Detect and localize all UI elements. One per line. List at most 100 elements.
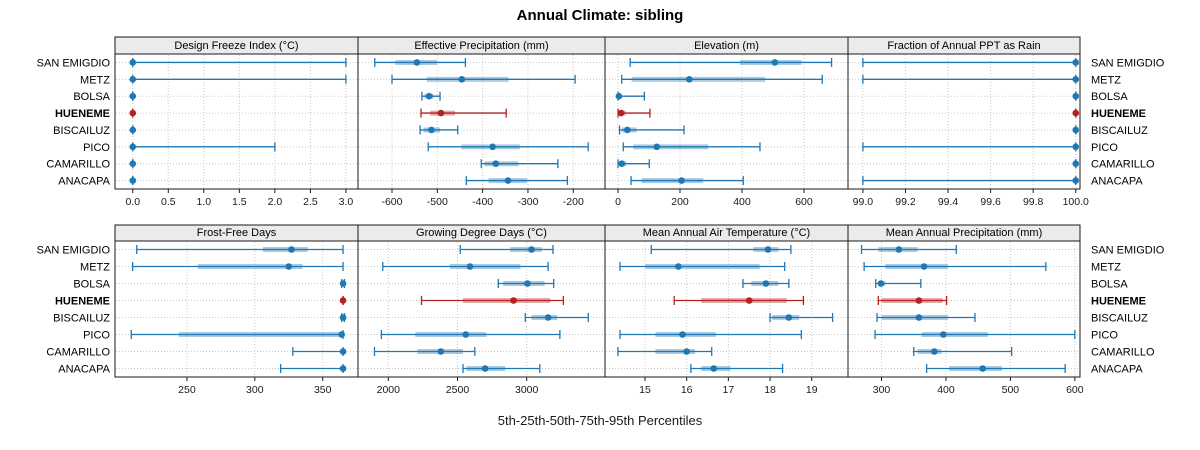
station-label-left: HUENEME — [55, 108, 110, 120]
percentiles-axis-label: 5th-25th-50th-75th-95th Percentiles — [497, 413, 703, 428]
median-dot — [129, 177, 137, 184]
whisker-bolsa — [497, 279, 555, 288]
whisker-biscailuz — [618, 125, 685, 135]
median-dot — [785, 314, 793, 321]
axis-tick-label: 400 — [937, 384, 955, 396]
whisker-pico — [862, 142, 1080, 152]
panel-header-label: Fraction of Annual PPT as Rain — [887, 40, 1040, 52]
axis-tick-label: 600 — [1066, 384, 1084, 396]
median-dot — [675, 263, 682, 270]
whisker-hueneme — [339, 296, 347, 305]
panel-bg — [605, 54, 848, 189]
median-dot — [462, 331, 470, 338]
axis-tick-label: 400 — [733, 196, 751, 208]
axis-tick-label: 1.5 — [232, 196, 247, 208]
axis-tick-label: 2.0 — [268, 196, 283, 208]
axis-tick-label: 99.2 — [895, 196, 916, 208]
whisker-pico — [129, 142, 276, 152]
median-dot — [339, 348, 347, 355]
whisker-anacapa — [129, 176, 137, 186]
median-dot — [492, 160, 500, 167]
median-dot — [624, 126, 631, 134]
station-label-right: HUENEME — [1091, 296, 1146, 308]
median-dot — [437, 109, 445, 117]
whisker-metz — [619, 262, 786, 271]
median-dot — [338, 331, 346, 338]
axis-tick-label: 15 — [639, 384, 651, 396]
whisker-san-emigdio — [860, 245, 957, 254]
axis-tick-label: -600 — [381, 196, 402, 208]
station-label-left: SAN EMIGDIO — [37, 57, 111, 69]
station-label-left: METZ — [80, 74, 110, 86]
station-label-right: SAN EMIGDIO — [1091, 245, 1165, 257]
median-dot — [129, 109, 137, 117]
median-dot — [129, 59, 137, 66]
station-label-right: BISCAILUZ — [1091, 125, 1148, 137]
whisker-san-emigdio — [374, 57, 467, 67]
whisker-bolsa — [875, 279, 922, 288]
median-dot — [710, 365, 718, 372]
station-label-right: ANACAPA — [1091, 176, 1143, 188]
median-dot — [1072, 160, 1080, 167]
axis-tick-label: 200 — [671, 196, 689, 208]
figure-title: Annual Climate: sibling — [516, 7, 684, 24]
station-label-left: BOLSA — [73, 279, 110, 291]
panel-header-label: Mean Annual Air Temperature (°C) — [643, 227, 810, 239]
panel-bg — [358, 54, 605, 189]
median-dot — [877, 280, 885, 287]
median-dot — [653, 143, 661, 151]
station-label-right: BOLSA — [1091, 279, 1128, 291]
whisker-camarillo — [913, 347, 1013, 356]
median-dot — [686, 76, 693, 83]
median-dot — [683, 348, 690, 355]
median-dot — [481, 365, 489, 372]
whisker-hueneme — [617, 108, 651, 118]
axis-tick-label: 0.5 — [161, 196, 176, 208]
whisker-anacapa — [462, 364, 541, 373]
whisker-camarillo — [480, 159, 559, 169]
station-label-right: PICO — [1091, 142, 1118, 154]
axis-tick-label: 1.0 — [197, 196, 212, 208]
median-dot — [1072, 177, 1080, 184]
median-dot — [339, 297, 347, 304]
station-label-right: BISCAILUZ — [1091, 313, 1148, 325]
axis-tick-label: 300 — [246, 384, 264, 396]
whisker-biscailuz — [129, 125, 137, 135]
station-label-left: SAN EMIGDIO — [37, 245, 111, 257]
whisker-pico — [380, 330, 561, 339]
median-dot — [288, 246, 295, 253]
median-dot — [1072, 109, 1080, 117]
station-label-left: CAMARILLO — [46, 347, 110, 359]
whisker-camarillo — [1072, 159, 1080, 169]
panel-header — [847, 36, 1081, 55]
median-dot — [544, 314, 552, 321]
axis-tick-label: 500 — [1002, 384, 1020, 396]
whisker-bolsa — [129, 91, 137, 101]
whisker-biscailuz — [876, 313, 976, 322]
whisker-anacapa — [279, 364, 347, 373]
whisker-biscailuz — [524, 313, 589, 322]
whisker-hueneme — [877, 296, 948, 305]
station-label-left: ANACAPA — [58, 176, 110, 188]
whisker-metz — [862, 74, 1080, 84]
median-dot — [764, 246, 772, 253]
median-dot — [528, 246, 535, 253]
median-dot — [1072, 126, 1080, 134]
axis-tick-label: 16 — [681, 384, 693, 396]
whisker-san-emigdio — [650, 245, 792, 254]
station-label-right: METZ — [1091, 74, 1121, 86]
station-label-right: SAN EMIGDIO — [1091, 57, 1165, 69]
median-dot — [437, 348, 445, 355]
panel-bg — [115, 241, 358, 377]
whisker-metz — [129, 74, 347, 84]
panel-bg — [848, 241, 1080, 377]
median-dot — [931, 348, 938, 355]
median-dot — [510, 297, 517, 304]
axis-tick-label: 100.0 — [1063, 196, 1089, 208]
panel-bg — [115, 54, 358, 189]
station-label-left: ANACAPA — [58, 364, 110, 376]
whisker-san-emigdio — [459, 245, 554, 254]
panel-header-label: Effective Precipitation (mm) — [414, 40, 548, 52]
median-dot — [339, 314, 347, 321]
